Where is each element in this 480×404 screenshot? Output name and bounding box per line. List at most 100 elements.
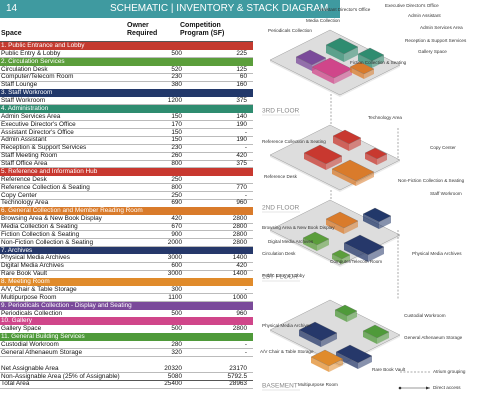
row-line xyxy=(0,183,253,185)
section-header: 9. Periodicals Collection - Display and … xyxy=(0,301,253,310)
competition-value: 60 xyxy=(239,73,247,81)
space-name: General Athenaeum Storage xyxy=(1,348,83,356)
space-name: Public Entry & Lobby xyxy=(1,49,61,57)
row-line xyxy=(0,135,253,137)
callout: A/V Chair & Table Storage xyxy=(260,349,314,354)
floor-label: 3RD FLOOR xyxy=(262,108,300,115)
owner-value: 230 xyxy=(171,144,182,152)
owner-value: 230 xyxy=(171,73,182,81)
competition-value: 160 xyxy=(236,81,247,89)
section-header: 10. Gallery xyxy=(0,317,253,326)
column-header: Competition Program (SF) xyxy=(180,22,225,37)
block-top xyxy=(325,211,359,229)
block-top xyxy=(298,321,338,342)
owner-value: 3000 xyxy=(167,270,182,278)
legend-symbol xyxy=(398,386,402,390)
owner-value: 1100 xyxy=(168,293,182,301)
space-name: Media Collection & Seating xyxy=(1,223,78,230)
space-name: Staff Lounge xyxy=(1,81,38,89)
section-header: 6. General Collection and Member Reading… xyxy=(0,207,253,216)
block-side xyxy=(363,331,377,344)
block-side xyxy=(377,332,389,344)
row-line xyxy=(0,120,253,122)
callout: General Athenaeum Storage xyxy=(404,335,463,340)
owner-value: 20320 xyxy=(164,364,182,372)
space-name: Net Assignable Area xyxy=(1,364,59,372)
owner-value: 500 xyxy=(171,325,182,333)
section-header: 7. Archives xyxy=(0,246,253,255)
space-name: Staff Office Area xyxy=(1,160,48,168)
block-top xyxy=(349,61,375,75)
space-name: Non-Assignable Area (25% of Assignable) xyxy=(1,372,120,380)
callout: Staff Workroom xyxy=(430,191,462,196)
space-name: Gallery Space xyxy=(1,325,42,333)
callout: Custodial Workroom xyxy=(404,313,446,318)
owner-value: 670 xyxy=(171,223,182,230)
block-side xyxy=(340,65,400,97)
space-name: Periodicals Collection xyxy=(1,309,63,317)
competition-value: 375 xyxy=(236,160,247,168)
owner-value: 520 xyxy=(171,65,182,73)
owner-value: 3000 xyxy=(167,254,182,262)
callout: Reference Desk xyxy=(264,174,298,179)
block-side xyxy=(334,69,352,84)
section-header: 2. Circulation Services xyxy=(0,57,253,66)
block-top xyxy=(364,147,388,160)
competition-value: 420 xyxy=(236,152,247,160)
block-top xyxy=(302,231,330,246)
block-side xyxy=(326,219,344,234)
callout: Gallery Space xyxy=(418,49,447,54)
callout: Executive Director's Office xyxy=(385,3,439,8)
space-name: Reference Desk xyxy=(1,175,47,183)
block-side xyxy=(349,138,361,151)
legend-label: Atrium grouping xyxy=(433,369,466,374)
space-name: Assistant Director's Office xyxy=(1,128,74,136)
owner-value: 800 xyxy=(171,183,182,191)
block-side xyxy=(321,333,337,347)
block-side xyxy=(335,310,347,322)
owner-value: 250 xyxy=(171,175,182,183)
section-header: 5. Reference and Information Hub xyxy=(0,167,253,176)
row-line xyxy=(0,293,253,295)
block-top xyxy=(295,49,327,66)
space-name: Reference Collection & Seating xyxy=(1,183,90,191)
row-line xyxy=(0,238,253,240)
competition-value: 375 xyxy=(236,97,247,105)
owner-value: 600 xyxy=(171,262,182,270)
row-line xyxy=(0,356,253,358)
callout: Non-Fiction Collection & Seating xyxy=(398,178,465,183)
competition-value: - xyxy=(244,285,247,293)
callout: Admin Assistant xyxy=(408,13,441,18)
owner-value: 170 xyxy=(171,120,182,128)
block-side xyxy=(333,136,349,151)
block-side xyxy=(317,239,329,251)
block-side xyxy=(270,230,340,267)
callout: Multipurpose Room xyxy=(298,382,338,387)
owner-value: 150 xyxy=(171,112,182,120)
row-line xyxy=(0,269,253,271)
callout: Physical Media Archives xyxy=(412,251,462,256)
row-line xyxy=(0,348,253,350)
competition-value: 1400 xyxy=(232,254,247,262)
floor-label: BASEMENT xyxy=(262,383,298,390)
competition-value: 1000 xyxy=(232,293,247,301)
owner-value: 420 xyxy=(171,215,182,223)
owner-value: 2000 xyxy=(167,238,182,246)
row-line xyxy=(0,198,253,200)
section-header: 1. Public Entrance and Lobby xyxy=(0,42,253,50)
competition-value: 23170 xyxy=(229,364,247,372)
competition-value: - xyxy=(244,341,247,349)
owner-value: 260 xyxy=(171,152,182,160)
owner-value: 380 xyxy=(171,81,182,89)
block-top xyxy=(357,47,385,62)
block-top xyxy=(331,249,351,260)
space-name: Physical Media Archives xyxy=(1,254,70,262)
owner-value: 280 xyxy=(171,341,182,349)
callout: Computer/Telecom Room xyxy=(330,259,382,264)
block-top xyxy=(331,159,375,182)
block-side xyxy=(368,247,384,262)
callout: Fiction Collection & Seating xyxy=(350,60,407,65)
callout: Circulation Desk xyxy=(262,251,296,256)
space-name: Executive Director's Office xyxy=(1,120,76,128)
